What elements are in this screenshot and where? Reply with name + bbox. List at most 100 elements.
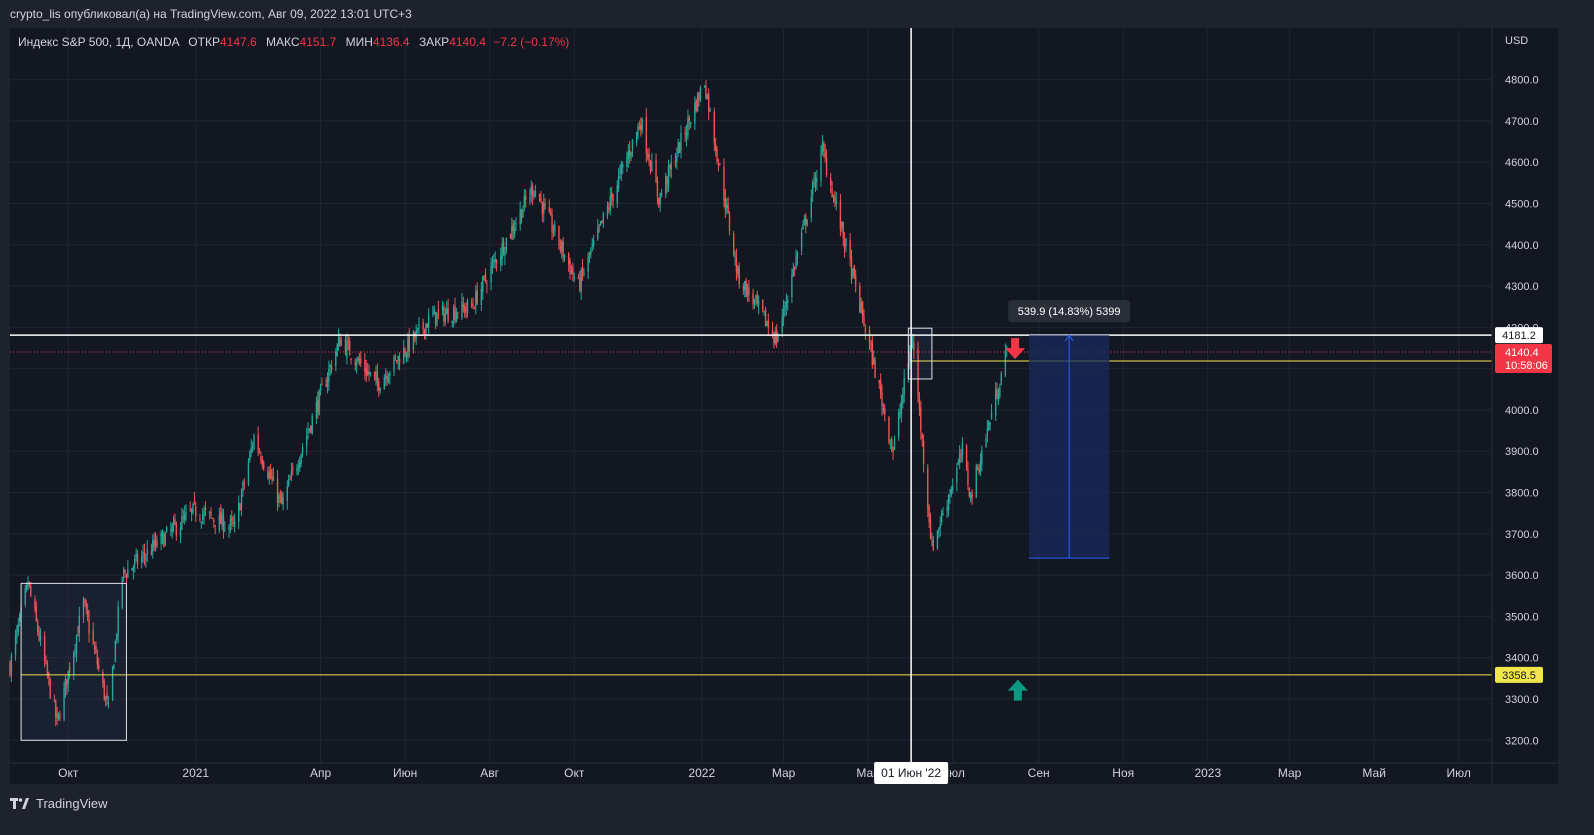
candle-body [1000,373,1002,385]
candle-body [17,624,20,632]
candle-body [861,301,864,317]
candle-body [286,486,288,501]
candle-body [689,122,692,125]
candle-body [455,313,458,322]
candle-body [257,434,259,451]
candle-body [55,700,57,718]
footer-branding[interactable]: TradingView [10,796,108,811]
candle-body [221,513,223,527]
candle-body [709,109,711,111]
brand-name: TradingView [36,796,108,811]
candle-body [706,95,709,99]
candle-body [872,358,875,365]
candle-body [515,223,517,225]
candle-body [328,368,330,382]
candle-body [854,275,857,286]
candle-body [649,161,652,172]
white-level-badge [1495,327,1543,344]
candle-body [384,375,387,379]
candle-body [554,224,556,232]
candle-body [475,290,477,307]
candle-body [814,180,817,186]
candle-body [310,425,312,432]
candle-body [525,195,527,201]
candle-body [171,525,173,533]
candle-body [839,200,842,230]
candle-body [470,303,473,307]
candle-body [795,256,797,268]
candle-body [988,421,990,431]
candle-body [142,552,144,554]
candle-body [909,351,911,362]
candle-body [552,231,555,233]
candle-body [929,520,932,540]
candle-body [243,482,245,484]
candle-body [559,246,562,249]
candle-body [397,355,399,361]
candle-body [947,495,950,511]
y-tick-label: 4700.0 [1505,116,1539,128]
candle-body [698,95,700,101]
candle-body [165,527,168,532]
candle-body [57,712,60,719]
candle-body [635,132,638,143]
candle-body [792,268,794,276]
candle-body [755,296,757,298]
x-tick-label: Ноя [1112,766,1134,780]
candle-body [364,359,366,372]
candle-body [14,635,17,656]
open-label: ОТКР [188,35,220,49]
candle-body [868,329,871,343]
ohlc-legend: Индекс S&P 500, 1Д, OANDA ОТКР4147.6 МАК… [18,35,569,49]
candle-body [337,337,340,346]
symbol-name[interactable]: Индекс S&P 500, 1Д, OANDA [18,35,179,49]
candle-body [961,442,964,456]
candle-body [172,520,175,526]
candle-body [279,497,282,499]
sell-arrow-icon [1005,338,1026,360]
candle-body [645,117,648,154]
candle-body [658,197,660,207]
candle-body [143,552,146,557]
x-tick-label: Авг [480,766,499,780]
chart-drawings: 539.9 (14.83%) 5399 [10,28,1492,763]
candle-body [519,209,521,225]
candle-body [85,602,87,609]
candle-body [975,465,977,498]
candle-body [599,221,602,226]
price-axis: USD 3200.0 3300.0 3400.0 3500.0 3600.0 3700.0 3… [1491,28,1558,784]
candle-body [365,368,367,376]
candle-body [667,165,670,187]
candle-body [426,323,428,329]
candle-body [852,268,854,278]
y-tick-label: 3600.0 [1505,570,1539,582]
candle-body [121,577,123,608]
candle-body [842,221,844,239]
candle-body [125,575,128,578]
candle-body [541,202,544,214]
candle-body [415,330,417,338]
candle-body [656,180,659,197]
candle-body [278,494,280,503]
candle-body [748,288,750,295]
candle-body [878,379,880,384]
candle-body [251,446,254,448]
candle-body [299,462,301,469]
candle-body [879,380,882,393]
candle-body [405,353,408,358]
candle-body [482,276,484,293]
candle-body [543,202,545,214]
candle-body [745,280,747,298]
candle-body [451,320,453,324]
candle-body [318,390,320,416]
candle-body [136,554,139,565]
candle-body [513,227,516,235]
candle-body [793,267,796,270]
candle-body [824,152,826,158]
candle-body [897,412,900,438]
candle-body [922,440,925,465]
candle-body [452,308,455,320]
candle-body [756,293,758,304]
candle-body [117,606,119,636]
